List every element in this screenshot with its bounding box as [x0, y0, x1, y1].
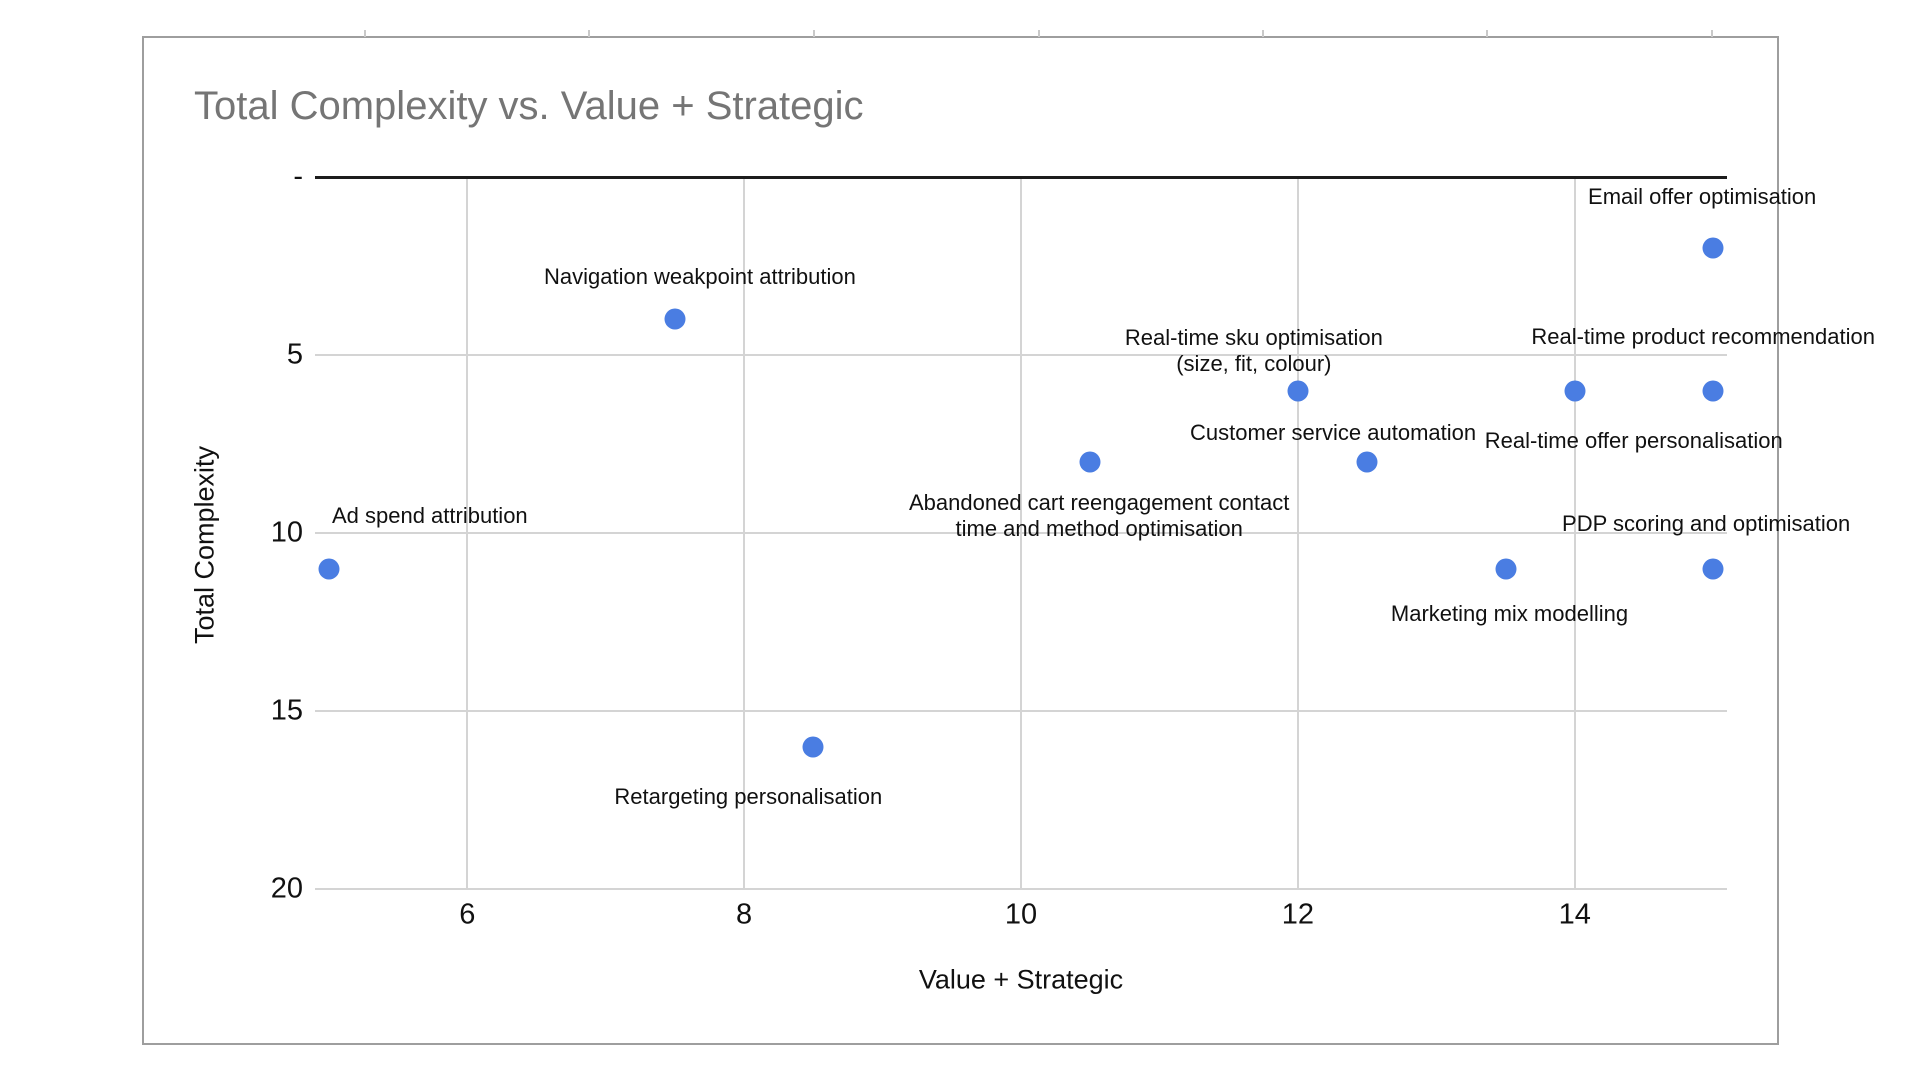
- data-point-label: Navigation weakpoint attribution: [543, 264, 856, 290]
- chart-title: Total Complexity vs. Value + Strategic: [194, 84, 864, 128]
- data-point-customer-service-automation[interactable]: [1356, 451, 1378, 473]
- gridline-horizontal: [315, 532, 1727, 534]
- data-point-email-offer-optimisation[interactable]: [1702, 237, 1724, 259]
- sheet-column-gridline-tick: [813, 30, 815, 37]
- data-point-label: Real-time offer personalisation: [1484, 427, 1783, 453]
- data-point-pdp-scoring-and-optimisation[interactable]: [1702, 558, 1724, 580]
- sheet-column-gridline-tick: [588, 30, 590, 37]
- sheet-column-gridline-tick: [1038, 30, 1040, 37]
- gridline-horizontal: [315, 888, 1727, 890]
- sheet-column-gridline-tick: [1486, 30, 1488, 37]
- data-point-label: Real-time product recommendation: [1531, 323, 1875, 349]
- y-tick-label: -: [293, 160, 303, 193]
- x-tick-label: 14: [1558, 898, 1591, 931]
- chart-container[interactable]: [142, 36, 1779, 1045]
- data-point-marketing-mix-modelling[interactable]: [1495, 558, 1516, 580]
- sheet-column-gridline-tick: [1262, 30, 1264, 37]
- sheet-column-gridline-tick: [364, 30, 366, 37]
- y-tick-label: 10: [270, 516, 303, 549]
- axis-baseline: [315, 176, 1727, 179]
- data-point-label: PDP scoring and optimisation: [1562, 510, 1851, 536]
- data-point-real-time-sku-optimisation-size-fit-colour[interactable]: [1287, 380, 1309, 402]
- x-axis-title: Value + Strategic: [918, 964, 1124, 995]
- data-point-navigation-weakpoint-attribution[interactable]: [664, 308, 686, 330]
- x-tick-label: 8: [736, 898, 753, 931]
- sheet-column-gridline-tick: [1711, 30, 1713, 37]
- data-point-real-time-product-recommendation[interactable]: [1702, 380, 1724, 402]
- data-point-label: Retargeting personalisation: [614, 783, 883, 809]
- data-point-real-time-offer-personalisation[interactable]: [1564, 380, 1586, 402]
- data-point-label: Abandoned cart reengagement contact time…: [909, 489, 1290, 541]
- data-point-label: Customer service automation: [1190, 419, 1477, 445]
- gridline-horizontal: [315, 354, 1727, 356]
- data-point-abandoned-cart-reengagement-contact-time-and-method-optimisation[interactable]: [1079, 451, 1101, 473]
- data-point-label: Real-time sku optimisation (size, fit, c…: [1124, 324, 1383, 376]
- x-tick-label: 6: [459, 898, 476, 931]
- data-point-label: Email offer optimisation: [1588, 184, 1817, 210]
- data-point-retargeting-personalisation[interactable]: [802, 736, 824, 758]
- y-tick-label: 15: [270, 694, 303, 727]
- y-tick-label: 5: [286, 338, 303, 371]
- data-point-label: Ad spend attribution: [331, 502, 528, 528]
- data-point-label: Marketing mix modelling: [1390, 600, 1629, 626]
- y-tick-label: 20: [270, 872, 303, 905]
- x-tick-label: 12: [1281, 898, 1314, 931]
- data-point-ad-spend-attribution[interactable]: [318, 558, 340, 580]
- gridline-horizontal: [315, 710, 1727, 712]
- x-tick-label: 10: [1004, 898, 1038, 931]
